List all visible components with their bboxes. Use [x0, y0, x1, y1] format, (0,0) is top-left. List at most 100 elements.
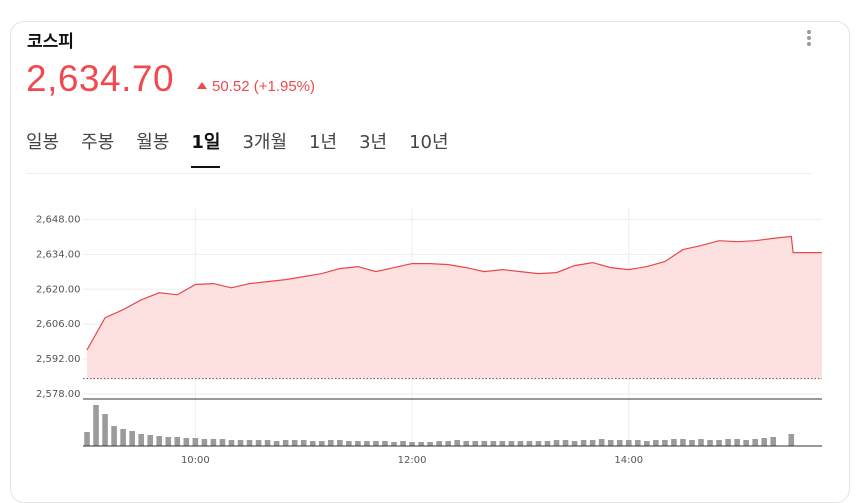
volume-bar: [616, 440, 623, 446]
volume-bar: [598, 439, 605, 446]
volume-bar: [680, 439, 686, 446]
volume-bar: [102, 414, 108, 446]
volume-bar: [327, 440, 334, 446]
volume-bar: [472, 441, 479, 446]
period-tab[interactable]: 3개월: [242, 132, 288, 153]
price: 2,634.70: [26, 58, 175, 99]
volume-bar: [84, 432, 90, 446]
volume-bar: [282, 440, 289, 446]
volume-bar: [418, 442, 424, 446]
volume-bar: [400, 441, 406, 446]
volume-bar: [120, 429, 126, 446]
y-tick-label: 2,606.00: [36, 319, 81, 330]
volume-bar: [761, 438, 768, 446]
volume-bar: [481, 441, 488, 446]
period-tab[interactable]: 3년: [359, 132, 388, 153]
period-tab[interactable]: 1일: [191, 128, 221, 168]
volume-bar: [463, 441, 470, 446]
volume-bar: [210, 439, 217, 446]
volume-bar: [355, 441, 361, 446]
volume-bar: [544, 441, 551, 446]
x-tick-label: 12:00: [398, 455, 427, 466]
volume-bar: [553, 440, 560, 446]
volume-bar: [662, 440, 668, 446]
volume-bar: [237, 440, 244, 446]
volume-bar: [382, 441, 388, 446]
volume-bar: [318, 441, 325, 446]
volume-bar: [255, 440, 262, 446]
up-icon: [197, 82, 207, 89]
volume-bar: [201, 439, 208, 446]
y-tick-label: 2,634.00: [36, 249, 81, 260]
volume-bar: [454, 440, 461, 446]
chart: 2,578.00 2,592.00 2,606.00 2,620.00 2,634.00…: [36, 207, 822, 466]
volume-bar: [644, 441, 650, 446]
volume-bar: [508, 441, 515, 446]
y-tick-label: 2,578.00: [36, 389, 81, 400]
volume-bar: [129, 431, 135, 446]
period-tab[interactable]: 10년: [409, 132, 449, 153]
volume-bar: [246, 440, 253, 446]
volume-bar: [264, 440, 271, 446]
volume-bar: [535, 441, 542, 446]
volume-bar: [716, 440, 722, 446]
volume-bar: [589, 440, 596, 446]
period-tab[interactable]: 월봉: [136, 132, 170, 153]
y-tick-label: 2,620.00: [36, 284, 81, 295]
period-tab[interactable]: 1년: [309, 132, 338, 153]
volume-bar: [174, 437, 181, 446]
volume-bar: [309, 441, 316, 446]
volume-bar: [607, 440, 614, 446]
volume-bar: [517, 441, 524, 446]
volume-bar: [373, 441, 379, 446]
volume-bar: [346, 441, 352, 446]
volume-bar: [788, 434, 795, 446]
volume-bar: [634, 440, 641, 446]
volume-bar: [300, 440, 307, 446]
volume-bar: [689, 440, 695, 446]
volume-bar: [490, 441, 497, 446]
volume-bar: [391, 442, 397, 446]
volume-bar: [93, 405, 99, 446]
volume-bar: [156, 436, 163, 446]
volume-bar: [625, 440, 632, 446]
period-tabs: 일봉 주봉 월봉 1일 3개월 1년 3년 10년: [26, 128, 471, 174]
volume-bar: [526, 441, 533, 446]
volume-bar: [499, 441, 506, 446]
volume-bar: [571, 441, 578, 446]
page: {"header": {"title": "코스피", "price": "2,…: [10, 21, 850, 503]
volume-bar: [562, 440, 569, 446]
volume-bar: [445, 441, 451, 446]
volume-bar: [228, 440, 235, 446]
volume-bar: [770, 437, 777, 446]
divider: [26, 173, 812, 174]
y-tick-label: 2,648.00: [36, 214, 81, 225]
volume-bar: [580, 440, 587, 446]
volume-bar: [436, 441, 442, 446]
volume-bar: [707, 440, 713, 446]
change-value: 50.52: [212, 78, 250, 95]
y-tick-label: 2,592.00: [36, 354, 81, 365]
volume-bar: [653, 440, 659, 446]
period-tab[interactable]: 주봉: [81, 132, 115, 153]
volume-bar: [219, 439, 226, 446]
volume-bar: [192, 438, 199, 446]
volume-bar: [743, 440, 749, 446]
volume-bar: [752, 439, 758, 446]
more-menu[interactable]: [806, 30, 812, 50]
volume-bar: [734, 439, 740, 446]
volume-bar: [273, 441, 280, 446]
volume-bar: [409, 442, 415, 446]
change-pct: (+1.95%): [253, 78, 316, 95]
volume-bar: [337, 440, 343, 446]
volume-bar: [725, 439, 731, 446]
period-tab[interactable]: 일봉: [26, 132, 60, 153]
volume-bar: [671, 439, 677, 446]
volume-bar: [147, 435, 154, 446]
x-tick-label: 10:00: [181, 455, 210, 466]
index-title: 코스피: [27, 32, 74, 52]
volume-bar: [165, 437, 172, 446]
price-line: [86, 235, 822, 351]
volume-bar: [138, 434, 144, 446]
area-fill: [87, 236, 822, 379]
